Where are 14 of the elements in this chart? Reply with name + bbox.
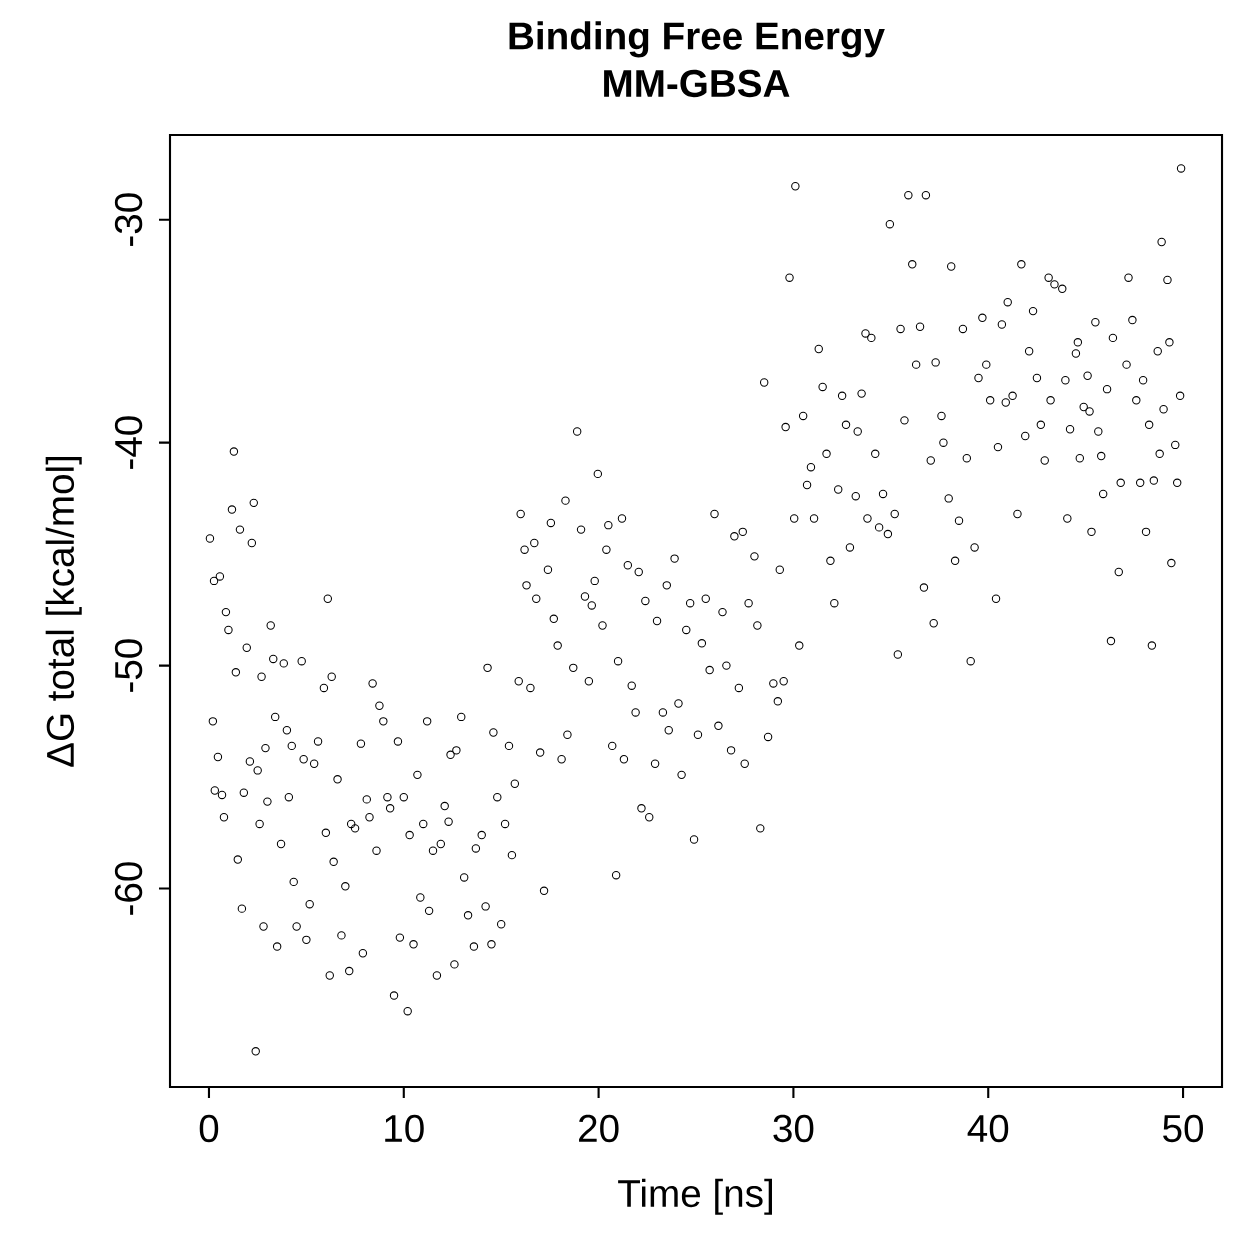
x-tick-label: 20 <box>579 1114 619 1143</box>
y-tick-label: -60 <box>114 862 143 915</box>
x-tick-label: 10 <box>385 1114 424 1143</box>
chart-subtitle: MM-GBSA <box>604 69 790 98</box>
y-tick-label: -30 <box>114 193 143 246</box>
y-axis-title: ΔG total [kcal/mol] <box>45 456 82 767</box>
x-tick-label: 0 <box>199 1114 219 1143</box>
x-tick-label: 40 <box>967 1114 1009 1143</box>
x-tick-label: 30 <box>773 1114 814 1143</box>
chart-title: Binding Free Energy <box>509 21 885 58</box>
y-tick-label: -50 <box>114 639 143 692</box>
x-axis-title: Time [ns] <box>618 1178 772 1215</box>
y-tick-label: -40 <box>114 416 143 469</box>
x-tick-label: 50 <box>1163 1114 1204 1143</box>
